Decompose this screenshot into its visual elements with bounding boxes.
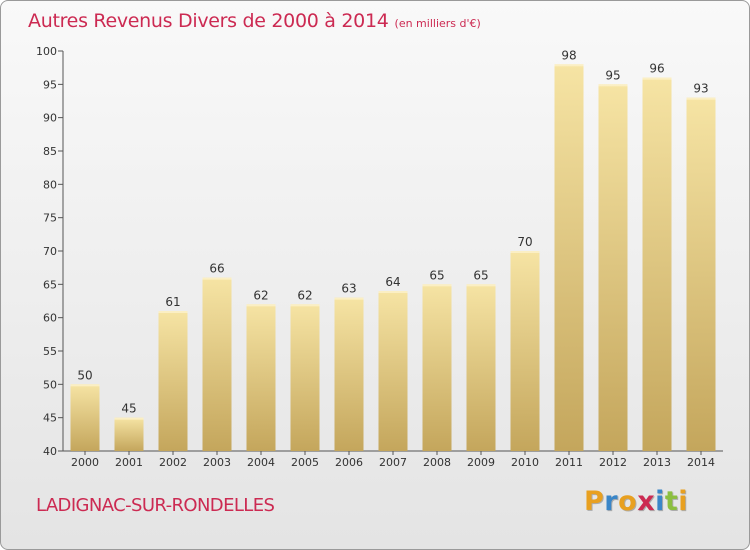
y-tick-label: 100	[36, 45, 57, 58]
x-tick-label-2007: 2007	[379, 456, 407, 469]
data-label-2007: 64	[385, 275, 400, 289]
x-tick-label-2014: 2014	[687, 456, 715, 469]
logo-letter: x	[637, 486, 656, 517]
bar-2000	[70, 384, 100, 451]
chart-title: Autres Revenus Divers de 2000 à 2014 (en …	[28, 10, 481, 32]
y-tick-label: 65	[43, 278, 57, 291]
bar-top-highlight	[202, 277, 232, 280]
logo-letter: i	[678, 486, 689, 517]
x-tick-label-2002: 2002	[159, 456, 187, 469]
data-label-2009: 65	[473, 268, 488, 282]
x-tick-label-2010: 2010	[511, 456, 539, 469]
bar-top-highlight	[334, 297, 364, 300]
bar-top-highlight	[378, 291, 408, 293]
x-tick-label-2005: 2005	[291, 456, 319, 469]
y-tick-label: 70	[43, 245, 57, 258]
data-label-2000: 50	[77, 368, 92, 382]
data-label-2003: 66	[209, 262, 224, 276]
bar-2008	[422, 284, 452, 451]
x-tick-label-2006: 2006	[335, 456, 363, 469]
data-label-2013: 96	[649, 62, 664, 76]
x-tick-label-2008: 2008	[423, 456, 451, 469]
x-tick-label-2012: 2012	[599, 456, 627, 469]
data-label-2006: 63	[341, 282, 356, 296]
data-label-2010: 70	[517, 235, 532, 249]
bar-2003	[202, 277, 232, 451]
chart-subtitle: (en milliers d'€)	[394, 17, 481, 30]
bar-2001	[114, 417, 144, 451]
logo-letter: P	[584, 486, 605, 517]
data-label-2012: 95	[605, 68, 620, 82]
x-tick-label-2003: 2003	[203, 456, 231, 469]
bar-2004	[246, 304, 276, 451]
bar-2013	[642, 77, 672, 452]
y-tick-label: 80	[43, 178, 57, 191]
x-tick-label-2000: 2000	[71, 456, 99, 469]
y-tick-label: 50	[43, 378, 57, 391]
place-name: LADIGNAC-SUR-RONDELLES	[36, 495, 275, 516]
y-tick-label: 75	[43, 212, 57, 225]
bar-2011	[554, 64, 584, 452]
x-tick-label-2001: 2001	[115, 456, 143, 469]
x-tick-label-2013: 2013	[643, 456, 671, 469]
y-tick-label: 45	[43, 412, 57, 425]
bar-2009	[466, 284, 496, 451]
bar-top-highlight	[510, 251, 540, 253]
bar-top-highlight	[158, 311, 188, 313]
bar-top-highlight	[114, 417, 144, 420]
bar-2006	[334, 297, 364, 451]
proxiti-logo[interactable]: Proxiti	[584, 486, 688, 517]
bar-top-highlight	[422, 284, 452, 287]
bar-2002	[158, 311, 188, 451]
bar-top-highlight	[642, 77, 672, 80]
bar-top-highlight	[554, 64, 584, 67]
y-tick-label: 60	[43, 312, 57, 325]
bar-top-highlight	[290, 304, 320, 307]
bar-top-highlight	[598, 84, 628, 87]
bar-2010	[510, 251, 540, 451]
logo-letter: o	[618, 486, 638, 517]
logo-letter: i	[655, 486, 665, 517]
bar-2012	[598, 84, 628, 451]
bar-top-highlight	[70, 384, 100, 387]
bar-2007	[378, 291, 408, 451]
logo-letter: t	[664, 486, 679, 517]
data-label-2014: 93	[693, 82, 708, 96]
bar-top-highlight	[246, 304, 276, 307]
data-label-2008: 65	[429, 268, 444, 282]
data-label-2004: 62	[253, 288, 268, 302]
y-tick-label: 90	[43, 112, 57, 125]
data-label-2005: 62	[297, 288, 312, 302]
bar-2014	[686, 97, 716, 452]
x-tick-label-2009: 2009	[467, 456, 495, 469]
data-label-2002: 61	[165, 295, 180, 309]
logo-letter: r	[604, 486, 619, 517]
bar-top-highlight	[466, 284, 496, 287]
data-label-2011: 98	[561, 48, 576, 62]
x-tick-label-2004: 2004	[247, 456, 275, 469]
y-tick-label: 40	[43, 445, 57, 458]
y-tick-label: 55	[43, 345, 57, 358]
y-tick-label: 85	[43, 145, 57, 158]
x-tick-label-2011: 2011	[555, 456, 583, 469]
data-label-2001: 45	[121, 402, 136, 416]
bar-2005	[290, 304, 320, 451]
bar-top-highlight	[686, 97, 716, 100]
y-tick-label: 95	[43, 78, 57, 91]
